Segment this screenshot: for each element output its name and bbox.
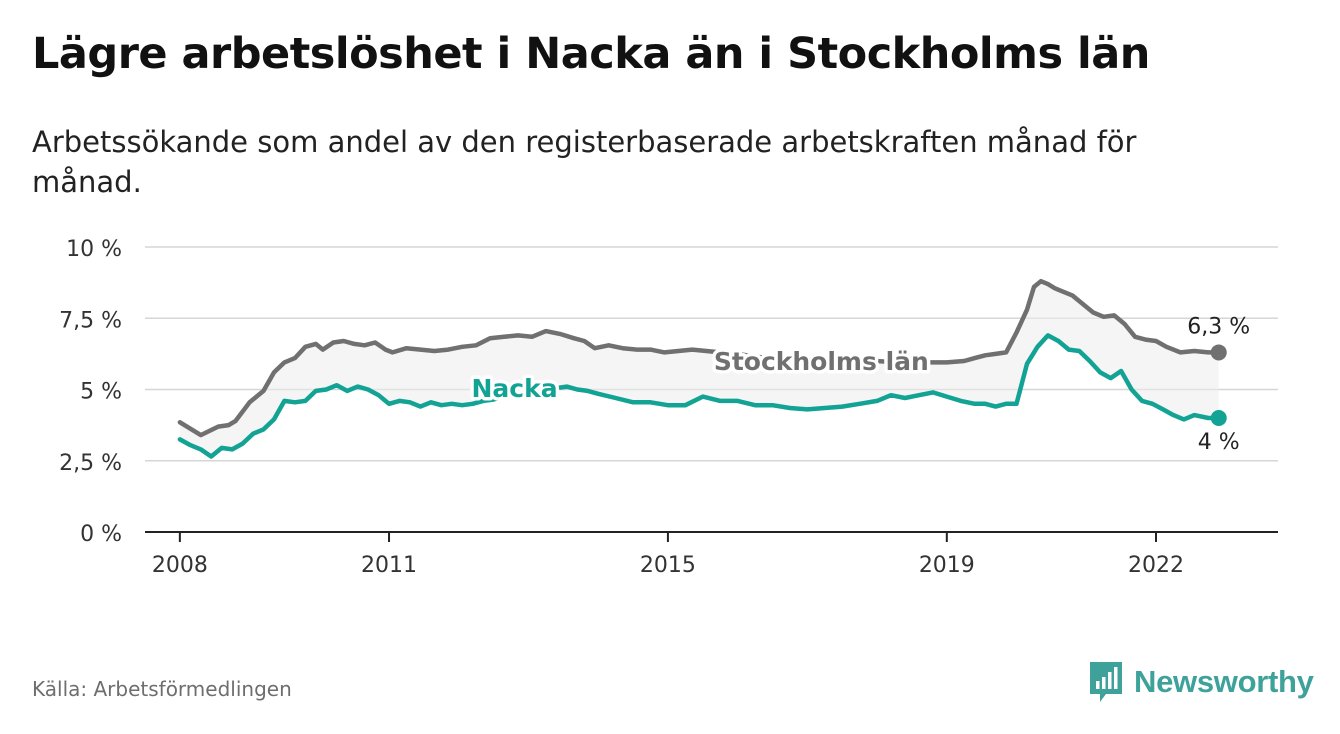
source-note: Källa: Arbetsförmedlingen <box>32 677 292 701</box>
series-end-label: 6,3 % <box>1187 314 1250 339</box>
x-tick-label: 2019 <box>919 553 975 578</box>
series-name-label: Nacka <box>471 374 557 403</box>
axes <box>145 531 1278 542</box>
y-tick-label: 0 % <box>80 522 122 547</box>
series-end-label: 4 % <box>1198 430 1240 455</box>
y-tick-label: 7,5 % <box>59 308 122 333</box>
series-name-label: Stockholms län <box>714 347 929 376</box>
x-tick-label: 2008 <box>152 553 208 578</box>
newsworthy-logo-icon <box>1090 662 1122 702</box>
range-band <box>179 281 1219 457</box>
chart-title: Lägre arbetslöshet i Nacka än i Stockhol… <box>32 29 1150 79</box>
labels: 0 % 2,5 % 5 % 7,5 % 10 % 2008 2011 2015 2019 2022… <box>59 237 1250 578</box>
y-tick-label: 10 % <box>66 237 122 262</box>
x-tick-label: 2022 <box>1128 553 1184 578</box>
line-chart: 0 % 2,5 % 5 % 7,5 % 10 % 2008 2011 2015 2019 2022… <box>59 237 1278 578</box>
y-tick-label: 5 % <box>80 380 122 405</box>
x-tick-label: 2011 <box>361 553 417 578</box>
series-line-stockholms-lan <box>177 278 1221 438</box>
series-end-marker <box>1210 344 1227 361</box>
x-tick-label: 2015 <box>640 553 696 578</box>
series-end-marker <box>1210 410 1227 426</box>
brand-name: Newsworthy <box>1134 664 1314 699</box>
y-tick-label: 2,5 % <box>59 451 122 476</box>
series-lines <box>177 278 1227 459</box>
brand-logo: Newsworthy <box>1088 660 1314 704</box>
chart-subtitle: Arbetssökande som andel av den registerb… <box>32 125 1137 199</box>
series-line-nacka <box>177 333 1221 459</box>
